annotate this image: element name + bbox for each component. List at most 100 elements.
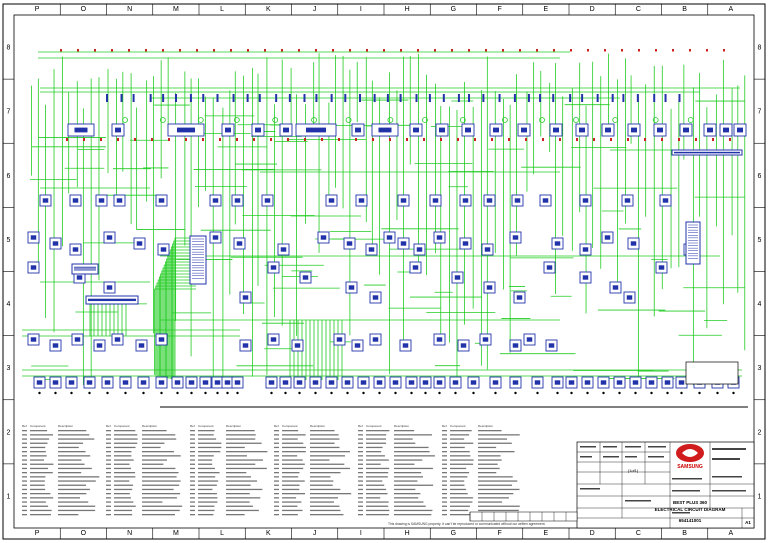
- component-row6-12: [459, 194, 472, 207]
- legend-header-description-1: Description: [142, 424, 157, 428]
- fuse-mark-24: [468, 49, 470, 52]
- legend-header-component-1: Component: [114, 424, 130, 428]
- component-row7-21: [719, 123, 733, 137]
- terminal-bus-right: [671, 149, 743, 156]
- ground-23: [410, 391, 413, 395]
- component-row3a-3: [93, 339, 106, 352]
- controller-ic-right: [685, 221, 701, 265]
- fuse-28: [498, 94, 501, 102]
- fuse-mark-38: [706, 49, 708, 52]
- row-label-8: 8: [758, 45, 762, 52]
- component-row6-5: [209, 194, 222, 207]
- legend-header-component-2: Component: [198, 424, 214, 428]
- component-row5-6: [209, 231, 222, 244]
- connector-33: [581, 376, 594, 389]
- indicator-lamp-1: [159, 117, 166, 123]
- column-label-l: L: [220, 530, 224, 537]
- legend-header-ref-4: Ref: [358, 424, 363, 428]
- component-row3a-6: [155, 333, 168, 346]
- fuse-mark-29: [553, 49, 555, 52]
- fuse-mark-b-34: [644, 138, 646, 141]
- component-row4-3: [239, 291, 252, 304]
- ground-39: [680, 391, 683, 395]
- fuse-2: [132, 94, 135, 102]
- ground-24: [424, 391, 427, 395]
- component-row5-19: [551, 237, 564, 250]
- connector-29: [509, 376, 522, 389]
- fuse-39: [653, 94, 656, 102]
- fuse-19: [373, 94, 376, 102]
- column-label-o: O: [81, 6, 87, 13]
- component-row3a-7: [239, 339, 252, 352]
- component-row5-1: [49, 237, 62, 250]
- connector-6: [137, 376, 150, 389]
- fuse-mark-b-19: [389, 138, 391, 141]
- component-row5-13: [397, 237, 410, 250]
- component-row6-11: [429, 194, 442, 207]
- ground-29: [514, 391, 517, 395]
- row-label-3: 3: [7, 365, 11, 372]
- component-row3a-18: [523, 333, 536, 346]
- row-ruler-left: 8 7 6 5 4 3 2 1: [3, 45, 14, 500]
- ground-12: [226, 391, 229, 395]
- lamp-panel: [685, 361, 739, 385]
- ground-1: [54, 391, 57, 395]
- row-label-3: 3: [758, 365, 762, 372]
- ground-41: [716, 391, 719, 395]
- component-row6-13: [483, 194, 496, 207]
- column-label-j: J: [313, 6, 317, 13]
- component-row6-8: [325, 194, 338, 207]
- connector-20: [357, 376, 370, 389]
- component-row3a-14: [433, 333, 446, 346]
- fuse-mark-b-16: [338, 138, 340, 141]
- revision-label: (1of1): [628, 468, 639, 473]
- ground-28: [494, 391, 497, 395]
- fuse-mark-5: [145, 49, 147, 52]
- component-row4-0: [27, 261, 40, 274]
- fuse-22: [415, 94, 418, 102]
- ground-20: [362, 391, 365, 395]
- fuse-mark-b-31: [593, 138, 595, 141]
- component-row5-20: [579, 243, 592, 256]
- component-row6-16: [579, 194, 592, 207]
- connector-2: [65, 376, 78, 389]
- connector-15: [279, 376, 292, 389]
- fuse-11: [258, 94, 261, 102]
- ground-25: [438, 391, 441, 395]
- component-row5-2: [69, 243, 82, 256]
- component-row3a-5: [135, 339, 148, 352]
- column-label-d: D: [590, 6, 595, 13]
- connector-4: [101, 376, 114, 389]
- fuse-mark-b-38: [712, 138, 714, 141]
- component-row5-15: [433, 231, 446, 244]
- column-label-h: H: [405, 530, 410, 537]
- project-name: BEST PLUS 360: [673, 500, 708, 505]
- component-row4-12: [543, 261, 556, 274]
- ground-30: [536, 391, 539, 395]
- component-row5-0: [27, 231, 40, 244]
- fuse-mark-b-25: [491, 138, 493, 141]
- fuse-mark-8: [196, 49, 198, 52]
- column-label-j: J: [313, 530, 317, 537]
- indicator-lamp-4: [272, 117, 279, 123]
- component-legend-table: Ref Component Description Ref Component Descr…: [22, 424, 520, 516]
- component-row6-0: [39, 194, 52, 207]
- fuse-mark-3: [111, 49, 113, 52]
- component-row6-3: [113, 194, 126, 207]
- connector-27: [467, 376, 480, 389]
- fuse-mark-b-26: [508, 138, 510, 141]
- fuse-27: [482, 94, 485, 102]
- connector-23: [405, 376, 418, 389]
- fuse-6: [189, 94, 192, 102]
- fuse-mark-2: [94, 49, 96, 52]
- fuse-mark-b-0: [66, 138, 68, 141]
- legend-header-component-0: Component: [30, 424, 46, 428]
- component-row5-18: [509, 231, 522, 244]
- legend-header-ref-5: Ref: [442, 424, 447, 428]
- legend-header-ref-2: Ref: [190, 424, 195, 428]
- fuse-mark-b-23: [457, 138, 459, 141]
- column-label-m: M: [173, 6, 179, 13]
- column-label-e: E: [544, 6, 549, 13]
- ground-11: [216, 391, 219, 395]
- component-symbols: [27, 49, 747, 395]
